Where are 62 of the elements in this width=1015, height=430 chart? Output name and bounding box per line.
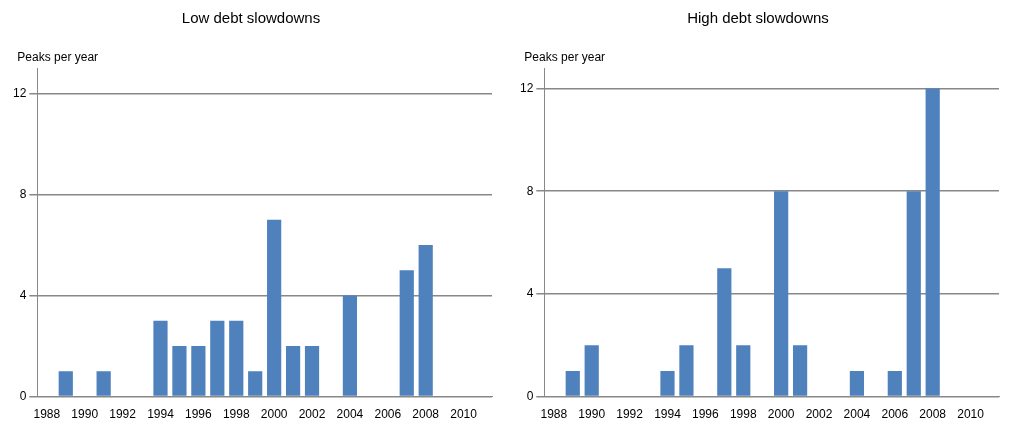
bar [565, 370, 580, 396]
x-tick-label: 2010 [957, 407, 985, 422]
x-tick-label: 2002 [298, 407, 326, 422]
bar [210, 320, 225, 396]
y-tick-label: 4 [19, 287, 27, 302]
bar [229, 320, 244, 396]
chart-title: Low debt slowdowns [181, 9, 321, 27]
x-tick-label: 1994 [654, 407, 682, 422]
x-tick-label: 1996 [692, 407, 720, 422]
x-tick-label: 2002 [805, 407, 833, 422]
bar [248, 371, 263, 396]
bar [399, 270, 414, 396]
bar [906, 191, 921, 396]
bar [774, 191, 789, 396]
x-tick-label: 1998 [222, 407, 250, 422]
y-tick-label: 0 [526, 388, 534, 403]
x-tick-label: 1990 [578, 407, 606, 422]
x-tick-label: 2006 [374, 407, 402, 422]
bar [925, 88, 940, 396]
x-tick-label: 2008 [919, 407, 947, 422]
bar [153, 320, 168, 396]
x-tick-label: 2004 [336, 407, 364, 422]
x-tick-label: 1996 [185, 407, 213, 422]
x-tick-label: 1992 [616, 407, 644, 422]
x-tick-label: 2000 [767, 407, 795, 422]
bar [58, 371, 73, 396]
x-tick-label: 1992 [109, 407, 137, 422]
bar [792, 345, 808, 396]
bar [736, 345, 751, 396]
x-tick-label: 2004 [843, 407, 871, 422]
x-tick-label: 1988 [33, 407, 61, 422]
x-tick-label: 1988 [540, 407, 568, 422]
bar [887, 370, 902, 396]
bar [96, 371, 111, 396]
x-tick-label: 2006 [881, 407, 909, 422]
x-tick-label: 1998 [729, 407, 757, 422]
y-tick-label: 0 [19, 388, 27, 403]
bar [285, 346, 301, 396]
chart-title: High debt slowdowns [687, 9, 829, 27]
y-tick-label: 8 [19, 186, 27, 201]
y-axis-title: Peaks per year [524, 50, 606, 65]
y-tick-label: 8 [526, 183, 534, 198]
y-tick-label: 12 [519, 80, 534, 95]
bar [679, 345, 694, 396]
x-tick-label: 2000 [260, 407, 288, 422]
bar [717, 268, 732, 396]
x-tick-label: 1994 [147, 407, 175, 422]
x-tick-label: 1990 [71, 407, 99, 422]
bar [304, 346, 320, 396]
bar [342, 295, 358, 396]
bar [418, 244, 433, 396]
x-tick-label: 2010 [450, 407, 478, 422]
y-tick-label: 4 [526, 286, 534, 301]
bar [660, 370, 675, 396]
bar [172, 346, 187, 396]
y-tick-label: 12 [12, 85, 27, 100]
y-axis-title: Peaks per year [17, 50, 99, 65]
bar [191, 346, 206, 396]
x-tick-label: 2008 [412, 407, 440, 422]
bar [267, 219, 282, 396]
bar [849, 370, 865, 396]
bar [584, 345, 599, 396]
